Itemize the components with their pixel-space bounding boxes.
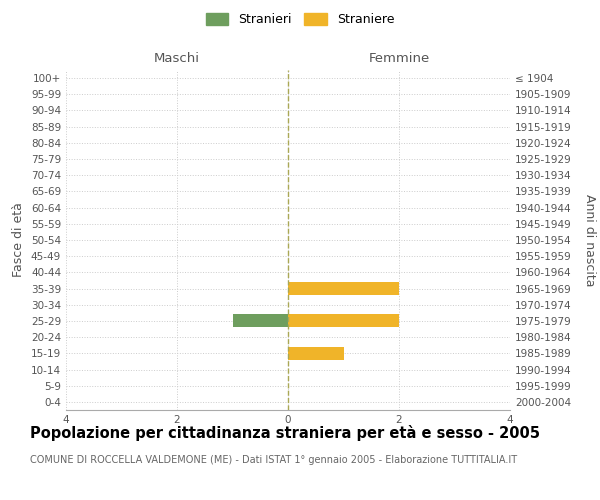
Text: Femmine: Femmine xyxy=(368,52,430,65)
Text: Maschi: Maschi xyxy=(154,52,200,65)
Legend: Stranieri, Straniere: Stranieri, Straniere xyxy=(202,8,398,29)
Bar xyxy=(288,347,343,360)
Bar xyxy=(288,314,399,328)
Bar xyxy=(233,314,288,328)
Y-axis label: Fasce di età: Fasce di età xyxy=(13,202,25,278)
Text: Popolazione per cittadinanza straniera per età e sesso - 2005: Popolazione per cittadinanza straniera p… xyxy=(30,425,540,441)
Y-axis label: Anni di nascita: Anni di nascita xyxy=(583,194,596,286)
Bar xyxy=(288,282,399,295)
Text: COMUNE DI ROCCELLA VALDEMONE (ME) - Dati ISTAT 1° gennaio 2005 - Elaborazione TU: COMUNE DI ROCCELLA VALDEMONE (ME) - Dati… xyxy=(30,455,517,465)
